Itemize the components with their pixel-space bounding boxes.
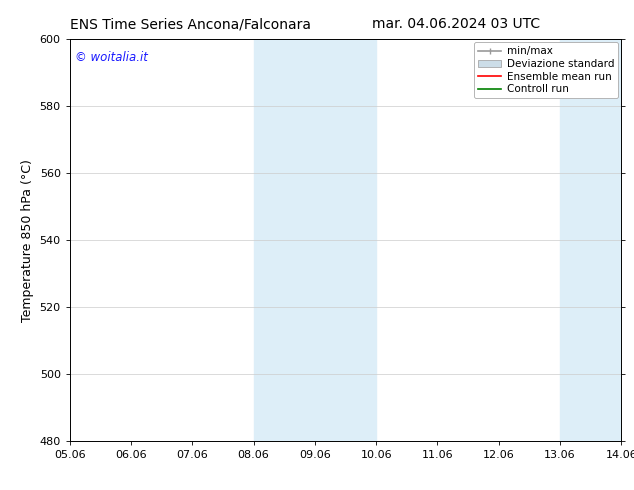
Text: mar. 04.06.2024 03 UTC: mar. 04.06.2024 03 UTC	[372, 17, 541, 31]
Bar	[254, 39, 376, 441]
Text: © woitalia.it: © woitalia.it	[75, 51, 148, 64]
Bar	[560, 39, 621, 441]
Legend: min/max, Deviazione standard, Ensemble mean run, Controll run: min/max, Deviazione standard, Ensemble m…	[474, 42, 618, 98]
Y-axis label: Temperature 850 hPa (°C): Temperature 850 hPa (°C)	[21, 159, 34, 321]
Text: ENS Time Series Ancona/Falconara: ENS Time Series Ancona/Falconara	[70, 17, 311, 31]
